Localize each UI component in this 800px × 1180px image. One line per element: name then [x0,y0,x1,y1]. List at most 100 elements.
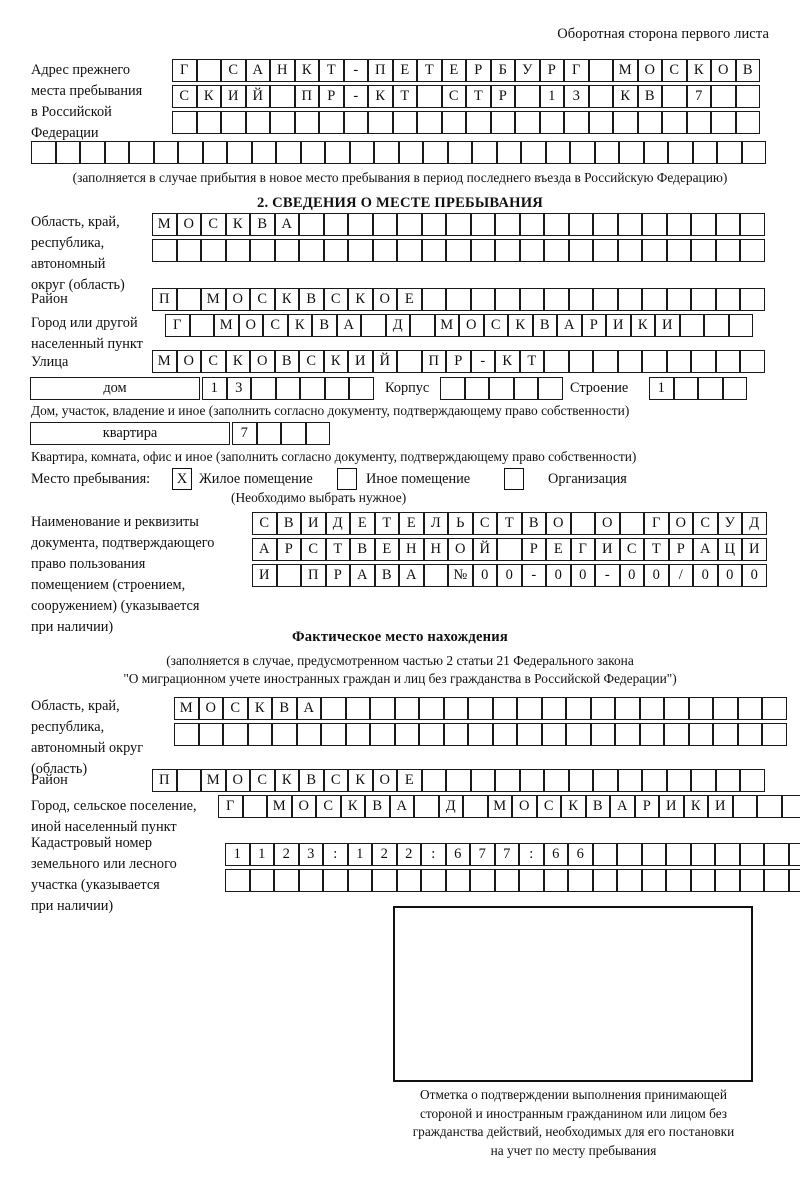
char-cell[interactable]: В [532,314,557,337]
checkbox-organizaciya[interactable] [504,468,524,490]
char-cell[interactable]: 7 [470,843,495,866]
char-cell[interactable] [566,697,591,720]
char-cell[interactable] [421,288,446,311]
char-cell[interactable]: Т [319,59,344,82]
char-cell[interactable]: О [372,288,397,311]
char-cell[interactable] [704,314,729,337]
char-cell[interactable] [545,141,570,164]
char-cell[interactable] [490,111,515,134]
char-cell[interactable] [713,697,738,720]
char-cell[interactable] [489,377,514,400]
char-cell[interactable]: О [225,769,250,792]
char-cell[interactable] [446,288,471,311]
char-cell[interactable]: Р [668,538,693,561]
char-cell[interactable] [272,723,297,746]
char-cell[interactable] [345,697,370,720]
char-cell[interactable]: М [201,769,226,792]
char-cell[interactable]: Д [325,512,350,535]
char-cell[interactable]: К [340,795,365,818]
char-cell[interactable]: Т [644,538,669,561]
char-cell[interactable] [568,350,593,373]
char-cell[interactable] [397,213,422,236]
char-cell[interactable] [740,350,765,373]
char-cell[interactable] [495,213,520,236]
char-cell[interactable] [764,843,789,866]
char-cell[interactable] [762,697,787,720]
char-cell[interactable] [152,239,177,262]
char-cell[interactable]: Н [399,538,424,561]
char-cell[interactable]: 0 [693,564,718,587]
char-cell[interactable] [397,239,422,262]
char-cell[interactable] [519,769,544,792]
char-cell[interactable]: У [717,512,742,535]
char-cell[interactable]: К [323,350,348,373]
char-cell[interactable] [570,141,595,164]
char-cell[interactable]: П [368,59,393,82]
char-cell[interactable] [666,213,691,236]
char-cell[interactable]: 1 [202,377,227,400]
previous-address-row-4[interactable] [31,141,766,164]
char-cell[interactable] [441,111,466,134]
char-cell[interactable]: : [421,843,446,866]
char-cell[interactable]: С [172,85,197,108]
char-cell[interactable]: Е [441,59,466,82]
char-cell[interactable]: И [595,538,620,561]
char-cell[interactable] [419,697,444,720]
char-cell[interactable] [788,843,800,866]
char-cell[interactable]: М [434,314,459,337]
char-cell[interactable] [251,377,276,400]
char-cell[interactable]: И [655,314,680,337]
char-cell[interactable]: Т [374,512,399,535]
char-cell[interactable] [544,213,569,236]
char-cell[interactable]: П [421,350,446,373]
char-cell[interactable]: И [221,85,246,108]
char-cell[interactable]: О [250,350,275,373]
char-cell[interactable] [201,239,226,262]
char-cell[interactable] [570,512,595,535]
char-cell[interactable]: К [561,795,586,818]
char-cell[interactable]: - [470,350,495,373]
char-cell[interactable] [568,239,593,262]
char-cell[interactable]: К [368,85,393,108]
char-cell[interactable] [642,288,667,311]
char-cell[interactable]: И [301,512,326,535]
char-cell[interactable]: С [263,314,288,337]
char-cell[interactable] [593,213,618,236]
char-cell[interactable]: С [250,288,275,311]
char-cell[interactable]: К [686,59,711,82]
char-cell[interactable]: И [606,314,631,337]
char-cell[interactable] [617,769,642,792]
char-cell[interactable]: Ц [717,538,742,561]
document-row-3[interactable]: И П Р А В А № 0 0-0 0-0 0/0 0 0 [252,564,767,587]
char-cell[interactable]: С [536,795,561,818]
char-cell[interactable] [688,697,713,720]
char-cell[interactable] [642,213,667,236]
char-cell[interactable] [174,723,199,746]
char-cell[interactable] [251,141,276,164]
char-cell[interactable]: К [508,314,533,337]
char-cell[interactable] [419,723,444,746]
char-cell[interactable] [664,723,689,746]
char-cell[interactable] [715,869,740,892]
char-cell[interactable]: Е [374,538,399,561]
char-cell[interactable]: К [225,350,250,373]
char-cell[interactable] [421,869,446,892]
char-cell[interactable] [196,59,221,82]
char-cell[interactable] [617,350,642,373]
char-cell[interactable]: О [711,59,736,82]
char-cell[interactable] [347,869,372,892]
char-cell[interactable] [417,85,442,108]
char-cell[interactable] [398,141,423,164]
char-cell[interactable] [470,769,495,792]
char-cell[interactable] [539,111,564,134]
char-cell[interactable]: 2 [396,843,421,866]
char-cell[interactable] [594,141,619,164]
char-cell[interactable] [732,795,757,818]
char-cell[interactable]: Р [276,538,301,561]
char-cell[interactable]: 2 [274,843,299,866]
char-cell[interactable]: К [348,288,373,311]
char-cell[interactable]: Е [399,512,424,535]
char-cell[interactable]: М [174,697,199,720]
char-cell[interactable] [715,288,740,311]
